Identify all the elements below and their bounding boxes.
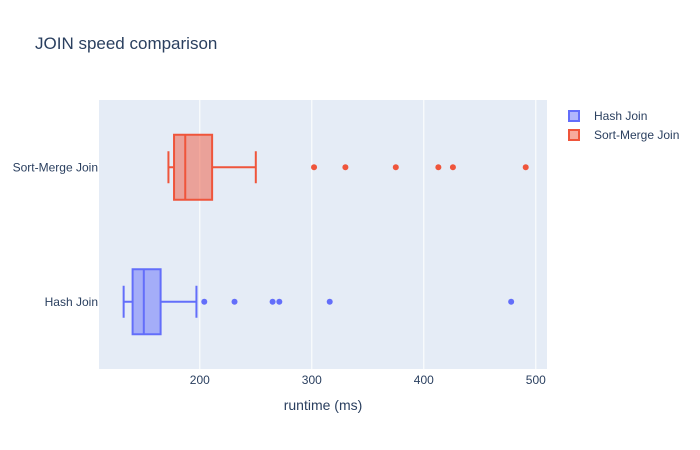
legend-item-hash-join[interactable]: Hash Join — [568, 106, 679, 125]
outlier-point — [342, 164, 349, 171]
x-tick-label: 500 — [526, 373, 546, 387]
outlier-point — [276, 298, 283, 305]
legend-swatch-sort-merge-join — [568, 128, 580, 141]
legend-label-hash-join: Hash Join — [594, 108, 648, 123]
outlier-point — [522, 164, 529, 171]
x-tick-label: 400 — [414, 373, 434, 387]
outlier-point — [508, 298, 515, 305]
chart-title: JOIN speed comparison — [35, 34, 218, 53]
outlier-point — [269, 298, 276, 305]
outlier-point — [449, 164, 456, 171]
outlier-point — [311, 164, 318, 171]
y-tick-label: Hash Join — [45, 295, 98, 309]
box-trace-hash-join — [122, 268, 515, 336]
legend-label-sort-merge-join: Sort-Merge Join — [594, 127, 680, 142]
outlier-point — [231, 298, 238, 305]
x-axis-title: runtime (ms) — [284, 397, 363, 413]
iqr-box — [131, 268, 162, 336]
plot-background — [99, 100, 547, 369]
box-trace-sort-merge-join — [167, 133, 529, 201]
outlier-point — [326, 298, 333, 305]
y-tick-label: Sort-Merge Join — [13, 160, 98, 174]
x-tick-label: 200 — [190, 373, 210, 387]
legend[interactable]: Hash Join Sort-Merge Join — [568, 106, 679, 144]
outlier-point — [392, 164, 399, 171]
legend-item-sort-merge-join[interactable]: Sort-Merge Join — [568, 125, 679, 144]
legend-swatch-hash-join — [568, 109, 580, 122]
x-tick-label: 300 — [302, 373, 322, 387]
outlier-point — [201, 298, 208, 305]
outlier-point — [435, 164, 442, 171]
iqr-box — [173, 133, 214, 201]
